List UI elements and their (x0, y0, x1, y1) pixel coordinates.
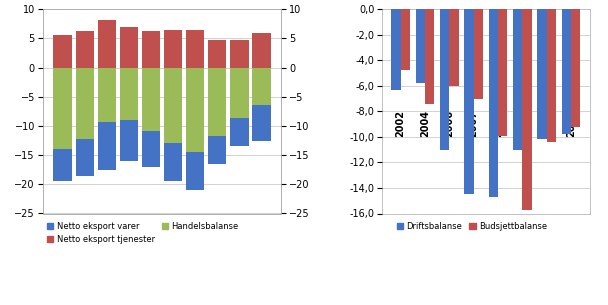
Bar (54, 35, 72, 67)
Bar (465, 9, 474, 194)
Bar (537, 9, 547, 139)
Bar (425, 9, 434, 104)
Bar (186, 152, 204, 190)
Bar (416, 9, 425, 83)
Bar (98, 67, 116, 122)
Bar (209, 67, 226, 136)
Bar (230, 118, 249, 146)
Bar (489, 9, 498, 197)
Bar (164, 143, 182, 181)
Bar (98, 122, 116, 170)
Bar (392, 9, 401, 90)
Bar (164, 30, 182, 67)
Bar (252, 67, 271, 106)
Bar (209, 136, 226, 164)
Bar (449, 9, 458, 86)
Bar (75, 139, 94, 176)
Bar (186, 67, 204, 152)
Bar (440, 9, 449, 150)
Bar (513, 9, 522, 150)
Bar (252, 106, 271, 141)
Bar (120, 67, 138, 120)
Bar (142, 31, 160, 67)
Bar (164, 67, 182, 143)
Bar (75, 67, 94, 139)
Bar (54, 67, 72, 149)
Bar (54, 149, 72, 181)
Bar (98, 20, 116, 67)
Bar (186, 30, 204, 67)
Bar (562, 9, 571, 134)
Bar (252, 33, 271, 67)
Bar (474, 9, 483, 99)
Bar (209, 40, 226, 67)
Bar (498, 9, 507, 136)
Bar (142, 67, 160, 131)
Bar (142, 131, 160, 167)
Legend: Driftsbalanse, Budsjettbalanse: Driftsbalanse, Budsjettbalanse (396, 222, 547, 231)
Bar (547, 9, 556, 142)
Bar (120, 27, 138, 67)
Bar (522, 9, 531, 210)
Bar (230, 67, 249, 118)
Bar (120, 120, 138, 161)
Bar (230, 40, 249, 67)
Legend: Netto eksport varer, Netto eksport tjenester, Handelsbalanse: Netto eksport varer, Netto eksport tjene… (47, 222, 239, 244)
Bar (401, 9, 410, 70)
Bar (571, 9, 580, 127)
Bar (75, 31, 94, 67)
